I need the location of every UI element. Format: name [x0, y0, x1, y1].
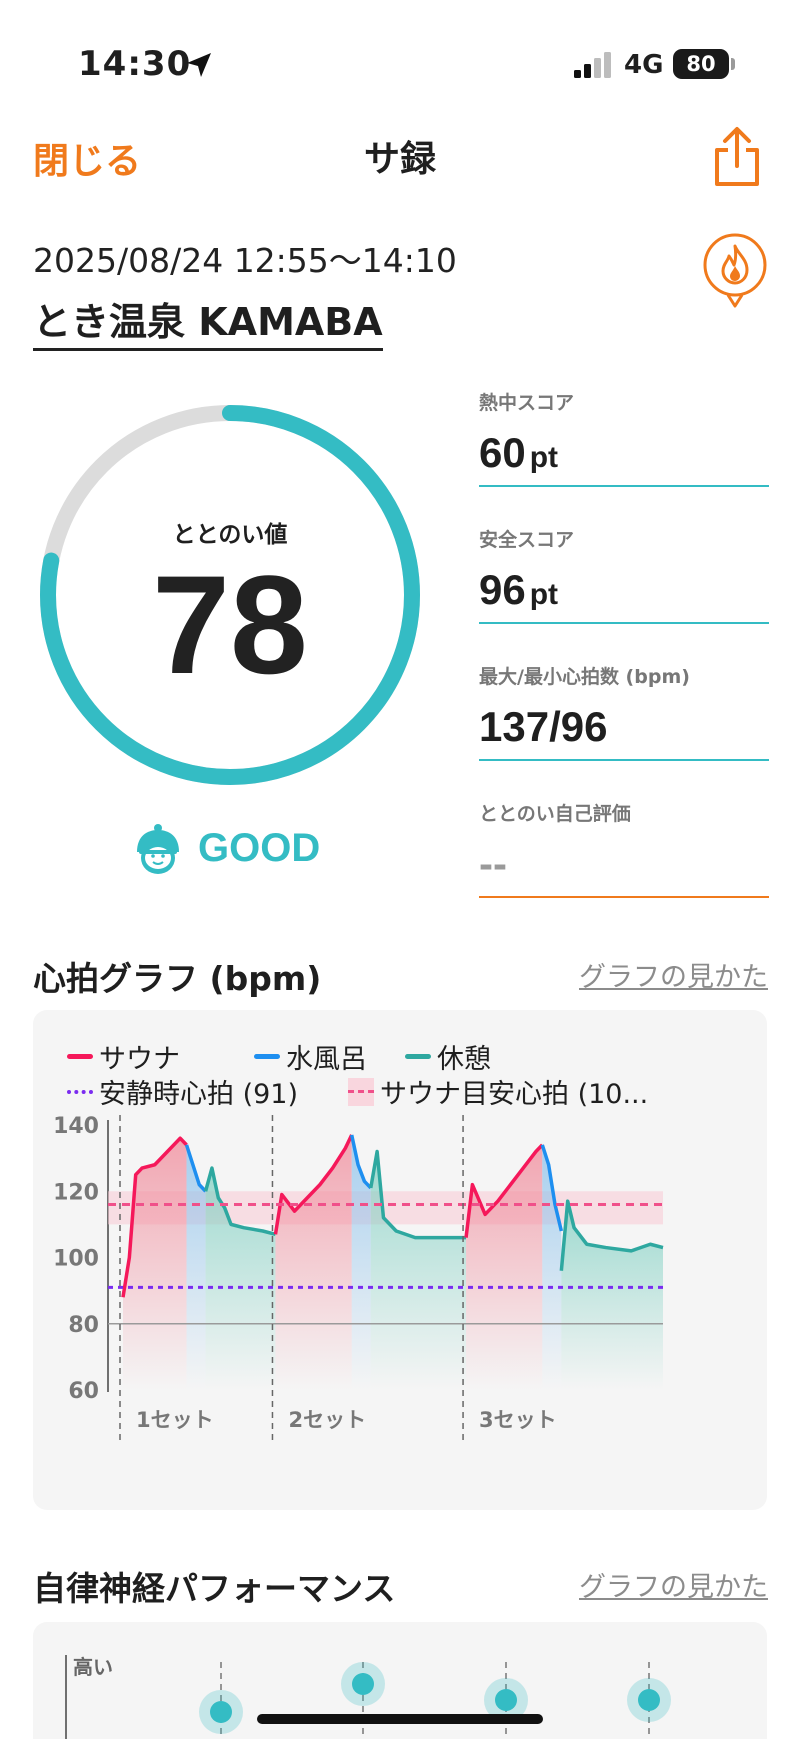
ans-point — [495, 1689, 517, 1711]
score-value: 96 pt — [479, 566, 559, 613]
score-label: 最大/最小心拍数 (bpm) — [479, 666, 690, 688]
series-area — [466, 1144, 543, 1390]
location-arrow-icon — [187, 53, 211, 77]
set-label: 3セット — [479, 1408, 557, 1432]
totonoi-gauge — [40, 405, 420, 785]
series-line — [273, 1134, 354, 1235]
legend-row-2: 安静時心拍 (91) サウナ目安心拍 (10... — [33, 1072, 733, 1108]
y-tick-label: 60 — [68, 1379, 99, 1404]
signal-icon — [574, 52, 611, 78]
heat-score: 熱中スコア 60 pt — [479, 388, 769, 487]
ans-y-label: 高い — [73, 1655, 113, 1679]
gauge-value: 78 — [152, 546, 308, 703]
ans-graph-help-link[interactable]: グラフの見かた — [579, 1572, 768, 1603]
gauge-label: ととのい値 — [172, 522, 288, 548]
score-value: 137/96 — [479, 703, 608, 750]
y-tick-label: 140 — [53, 1115, 99, 1139]
legend-sauna: サウナ — [67, 1037, 180, 1073]
safety-score: 安全スコア 96 pt — [479, 525, 769, 624]
y-tick-label: 120 — [53, 1180, 99, 1205]
score-label: 熱中スコア — [479, 392, 575, 414]
heart-graph-help-link[interactable]: グラフの見かた — [579, 962, 768, 993]
series-area — [123, 1138, 187, 1390]
rating-text: GOOD — [198, 826, 321, 870]
home-indicator[interactable] — [257, 1714, 543, 1724]
heart-rate-range: 最大/最小心拍数 (bpm) 137/96 — [479, 662, 769, 761]
heart-graph-title: 心拍グラフ (bpm) — [33, 959, 322, 998]
series-area — [351, 1134, 371, 1390]
heart-rate-chart: 140 120 100 80 60 1セット 2セット 3セット — [53, 1115, 664, 1440]
series-line — [559, 1199, 664, 1271]
legend-row-1: サウナ 水風呂 休憩 — [33, 1037, 733, 1073]
y-tick-label: 80 — [68, 1313, 99, 1338]
series-area — [275, 1134, 352, 1390]
series-area — [542, 1144, 562, 1390]
score-value: 60 pt — [479, 429, 559, 476]
ans-point — [210, 1701, 232, 1723]
series-line — [540, 1144, 564, 1232]
score-label: ととのい自己評価 — [479, 803, 631, 825]
series-line — [121, 1136, 188, 1298]
set-label: 2セット — [288, 1408, 366, 1432]
gauge-progress-arc — [40, 405, 420, 785]
session-datetime: 2025/08/24 12:55～14:10 — [33, 241, 457, 280]
series-line — [369, 1149, 467, 1240]
share-icon[interactable] — [711, 126, 763, 190]
set-label: 1セット — [136, 1408, 214, 1432]
score-label: 安全スコア — [479, 529, 575, 551]
series-area — [205, 1168, 276, 1390]
series-area — [186, 1144, 206, 1390]
series-line — [203, 1166, 276, 1237]
battery-tip — [731, 58, 735, 70]
ans-point — [352, 1673, 374, 1695]
legend-rest: 休憩 — [405, 1037, 491, 1073]
legend-water: 水風呂 — [254, 1037, 367, 1073]
score-value: -- — [479, 840, 507, 887]
network-type: 4G — [624, 50, 664, 80]
close-button[interactable]: 閉じる — [33, 141, 142, 182]
ans-performance-title: 自律神経パフォーマンス — [33, 1569, 396, 1608]
battery-level: 80 — [686, 52, 716, 76]
self-rating[interactable]: ととのい自己評価 -- — [479, 799, 769, 898]
series-area — [370, 1151, 467, 1390]
ans-chart: 高い — [65, 1655, 671, 1739]
y-tick-label: 100 — [53, 1247, 99, 1272]
page-title: サ録 — [363, 139, 436, 180]
flame-pin-icon[interactable] — [700, 232, 770, 312]
battery-icon — [673, 49, 729, 79]
facility-name-link[interactable]: とき温泉 KAMABA — [33, 291, 383, 351]
series-line — [464, 1143, 544, 1238]
series-area — [561, 1201, 663, 1390]
status-bar: 14:30 4G 80 — [0, 0, 800, 110]
status-time: 14:30 — [78, 44, 192, 84]
mascot-face-icon — [137, 824, 179, 874]
series-line — [184, 1144, 207, 1193]
legend-sauna-target: サウナ目安心拍 (10... — [348, 1072, 648, 1108]
legend-resting-hr: 安静時心拍 (91) — [67, 1072, 298, 1108]
series-line — [349, 1134, 373, 1190]
ans-point — [638, 1689, 660, 1711]
